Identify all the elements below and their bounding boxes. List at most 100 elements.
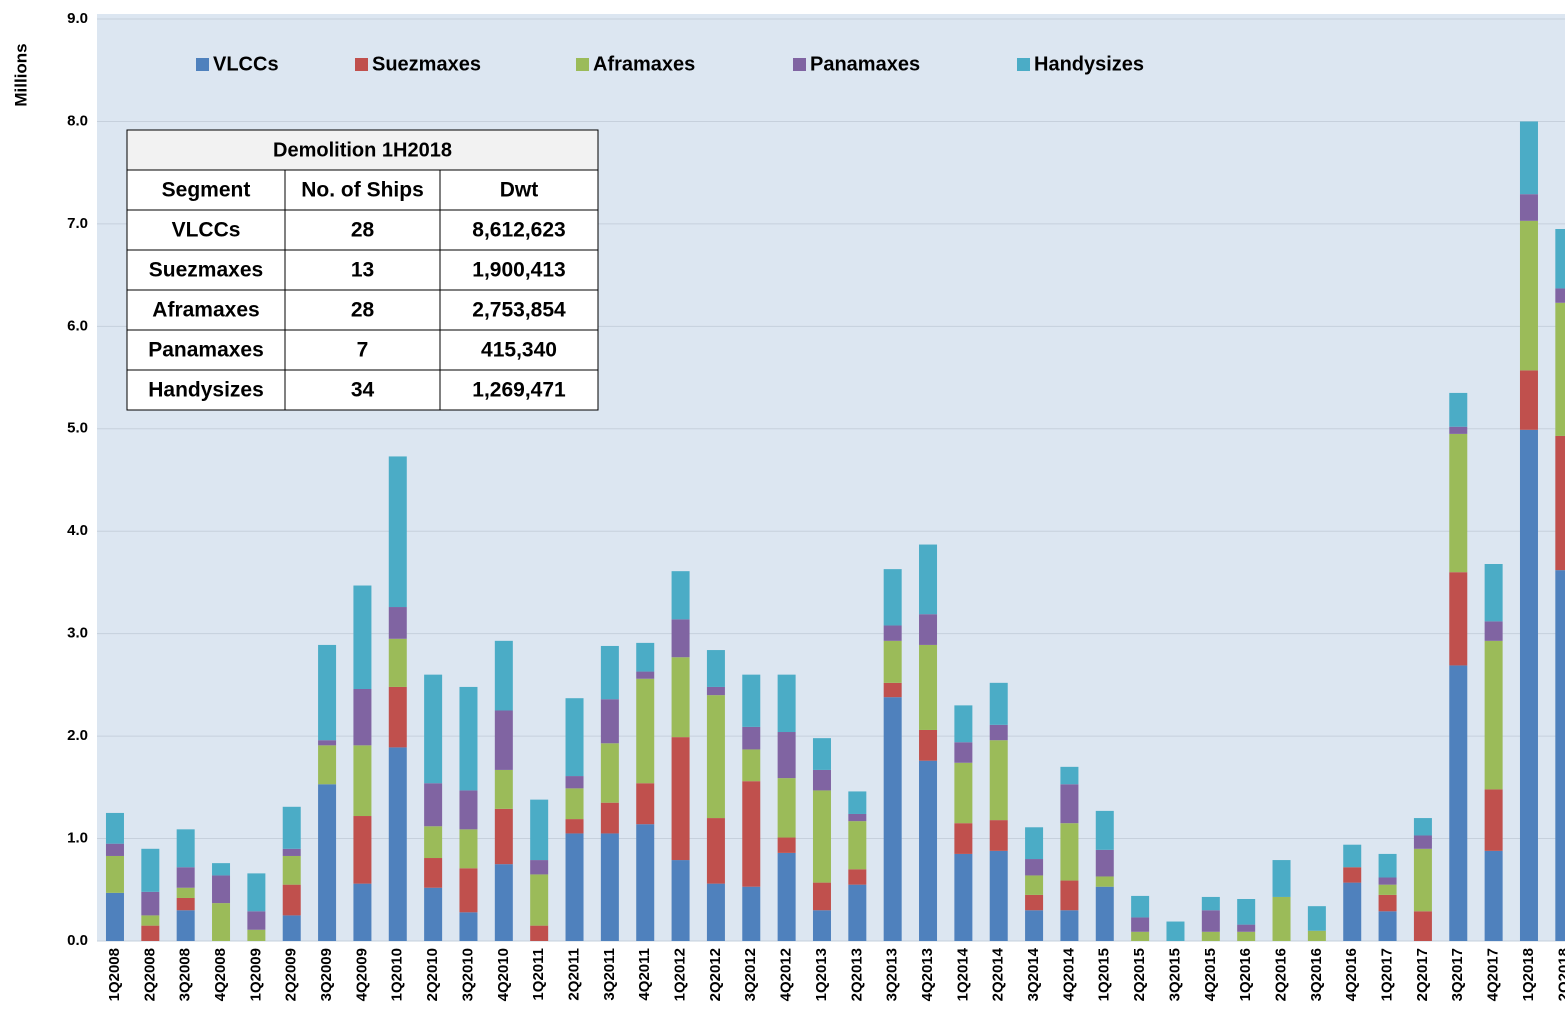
bar-segment [282,915,301,941]
bar-segment [812,769,831,791]
bar-segment [318,740,337,746]
bar-segment [1095,876,1114,887]
bar-segment [141,848,160,892]
bar-segment [636,671,655,679]
bar-segment [530,874,549,926]
bar-segment [919,760,938,941]
table-cell [126,209,286,251]
x-tick-label: 2Q2016 [1272,948,1289,1001]
x-tick-label: 4Q2011 [636,948,653,1001]
x-tick-label: 3Q2014 [1025,947,1042,1001]
bar-segment [353,883,372,941]
bar-segment [919,544,938,615]
bar-segment [1555,229,1565,289]
bar-segment [919,644,938,730]
bar-segment [954,762,973,824]
x-tick-label: 1Q2014 [954,947,971,1001]
bar-segment [1272,896,1291,941]
x-tick-label: 4Q2012 [778,948,795,1001]
x-tick-label: 2Q2015 [1131,948,1148,1001]
bar-segment [1449,572,1468,666]
legend-swatch [576,58,589,71]
bar-segment [1449,433,1468,573]
x-tick-label: 3Q2016 [1308,948,1325,1001]
bar-segment [1060,784,1079,824]
bar-segment [1060,880,1079,911]
table-cell [126,329,286,371]
bar-segment [742,781,761,887]
bar-segment [1237,924,1256,932]
bar-segment [565,776,584,789]
table-value: Suezmaxes [149,259,263,282]
bar-segment [883,625,902,641]
bar-segment [1025,910,1044,941]
bar-segment [424,858,443,888]
x-tick-label: 1Q2008 [106,948,123,1001]
table-value: 1,900,413 [472,259,565,282]
bar-segment [636,642,655,672]
bar-segment [565,819,584,834]
bar-segment [954,705,973,743]
table-value: Handysizes [148,379,264,402]
legend-label: Panamaxes [810,53,920,75]
bar-segment [954,823,973,854]
table-header: Dwt [500,179,539,202]
y-tick-label: 5.0 [67,420,88,437]
bar-segment [1449,426,1468,434]
y-axis-label: Millions [11,43,30,106]
x-tick-label: 3Q2008 [177,948,194,1001]
bar-segment [388,747,407,941]
bar-segment [212,875,231,904]
x-tick-label: 4Q2013 [919,948,936,1001]
bar-segment [1201,931,1220,941]
table-cell [284,289,441,331]
bar-segment [1555,302,1565,436]
x-tick-label: 2Q2013 [848,948,865,1001]
table-cell [439,169,599,211]
bar-segment [671,860,690,941]
x-tick-label: 2Q2009 [283,948,300,1001]
bar-segment [1025,827,1044,860]
bar-segment [600,699,619,744]
bar-segment [530,860,549,875]
bar-segment [636,783,655,825]
x-tick-label: 2Q2011 [565,948,582,1001]
bar-segment [1555,570,1565,941]
y-tick-label: 1.0 [67,830,88,847]
bar-segment [1307,930,1326,941]
bar-segment [919,614,938,645]
bar-segment [883,640,902,683]
bar-segment [812,738,831,770]
bar-segment [954,742,973,763]
bar-segment [176,887,195,898]
bar-segment [1555,435,1565,571]
bar-segment [176,829,195,868]
bar-segment [1519,121,1538,195]
bar-segment [636,824,655,941]
x-tick-label: 2Q2014 [990,947,1007,1001]
bar-segment [388,456,407,608]
table-cell [439,329,599,371]
table-cell [284,209,441,251]
bar-segment [1201,896,1220,911]
bar-segment [247,929,266,941]
bar-segment [1449,392,1468,427]
bar-segment [1343,867,1362,883]
table-value: 415,340 [481,339,557,362]
bar-segment [1307,906,1326,931]
bar-segment [1131,895,1150,918]
bar-segment [1343,844,1362,868]
bar-segment [105,812,124,844]
bar-segment [318,644,337,741]
legend-swatch [793,58,806,71]
bar-segment [353,688,372,746]
bar-segment [247,873,266,912]
x-tick-label: 4Q2016 [1343,948,1360,1001]
bar-segment [742,674,761,727]
bar-segment [1484,640,1503,790]
y-tick-label: 8.0 [67,112,88,129]
bar-segment [777,732,796,779]
bar-segment [388,638,407,687]
bar-segment [1131,931,1150,941]
table-value: Aframaxes [152,299,259,322]
